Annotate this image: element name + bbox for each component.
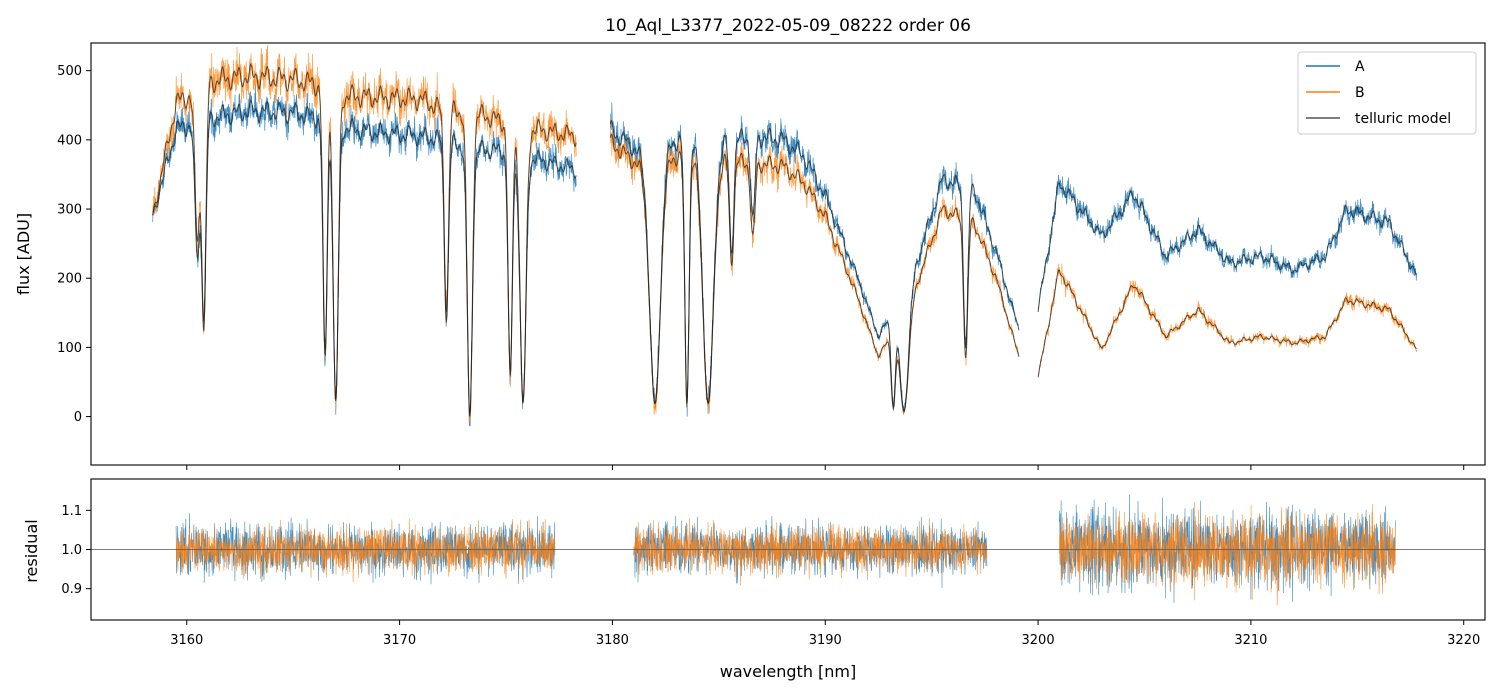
telluric-model-line-b (152, 63, 1417, 417)
legend: A B telluric model (1297, 51, 1477, 135)
x-axis-label: wavelength [nm] (720, 662, 857, 681)
residual-plot-area (91, 494, 1485, 606)
flux-y-tick-label: 0 (74, 410, 82, 425)
flux-x-ticks (186, 465, 1465, 470)
residual-x-tick-label: 3190 (809, 633, 842, 648)
flux-panel: 0 100 200 300 400 500 flux [ADU] (14, 42, 1486, 470)
flux-y-tick-label: 100 (57, 341, 82, 356)
residual-y-axis-label: residual (22, 519, 41, 582)
residual-x-tick-label: 3200 (1022, 633, 1055, 648)
flux-plot-area (152, 44, 1418, 427)
legend-label-b: B (1355, 85, 1365, 101)
residual-panel: 0.9 1.0 1.1 3160 3170 3180 3190 3200 3210 3220 r… (22, 478, 1486, 681)
residual-x-tick-label: 3220 (1447, 633, 1480, 648)
flux-y-ticks: 0 100 200 300 400 500 (57, 64, 91, 425)
flux-y-tick-label: 200 (57, 272, 82, 287)
residual-x-tick-label: 3170 (383, 633, 416, 648)
legend-label-a: A (1355, 59, 1365, 75)
residual-y-tick-label: 0.9 (61, 582, 82, 597)
residual-x-ticks: 3160 3170 3180 3190 3200 3210 3220 (170, 620, 1480, 648)
residual-y-ticks: 0.9 1.0 1.1 (61, 504, 91, 597)
flux-y-tick-label: 500 (57, 64, 82, 79)
residual-y-tick-label: 1.1 (61, 504, 82, 519)
chart-title: 10_Aql_L3377_2022-05-09_08222 order 06 (605, 16, 971, 36)
residual-y-tick-label: 1.0 (61, 543, 82, 558)
telluric-model-line-a (152, 98, 1417, 417)
flux-axes-frame (90, 42, 1486, 466)
flux-y-tick-label: 300 (57, 203, 82, 218)
residual-x-tick-label: 3160 (170, 633, 203, 648)
legend-box (1297, 51, 1477, 135)
series-b-residual-line (175, 502, 1396, 606)
residual-x-tick-label: 3210 (1234, 633, 1267, 648)
flux-y-axis-label: flux [ADU] (14, 213, 33, 295)
legend-label-telluric: telluric model (1355, 111, 1451, 127)
flux-y-tick-label: 400 (57, 133, 82, 148)
residual-x-tick-label: 3180 (596, 633, 629, 648)
